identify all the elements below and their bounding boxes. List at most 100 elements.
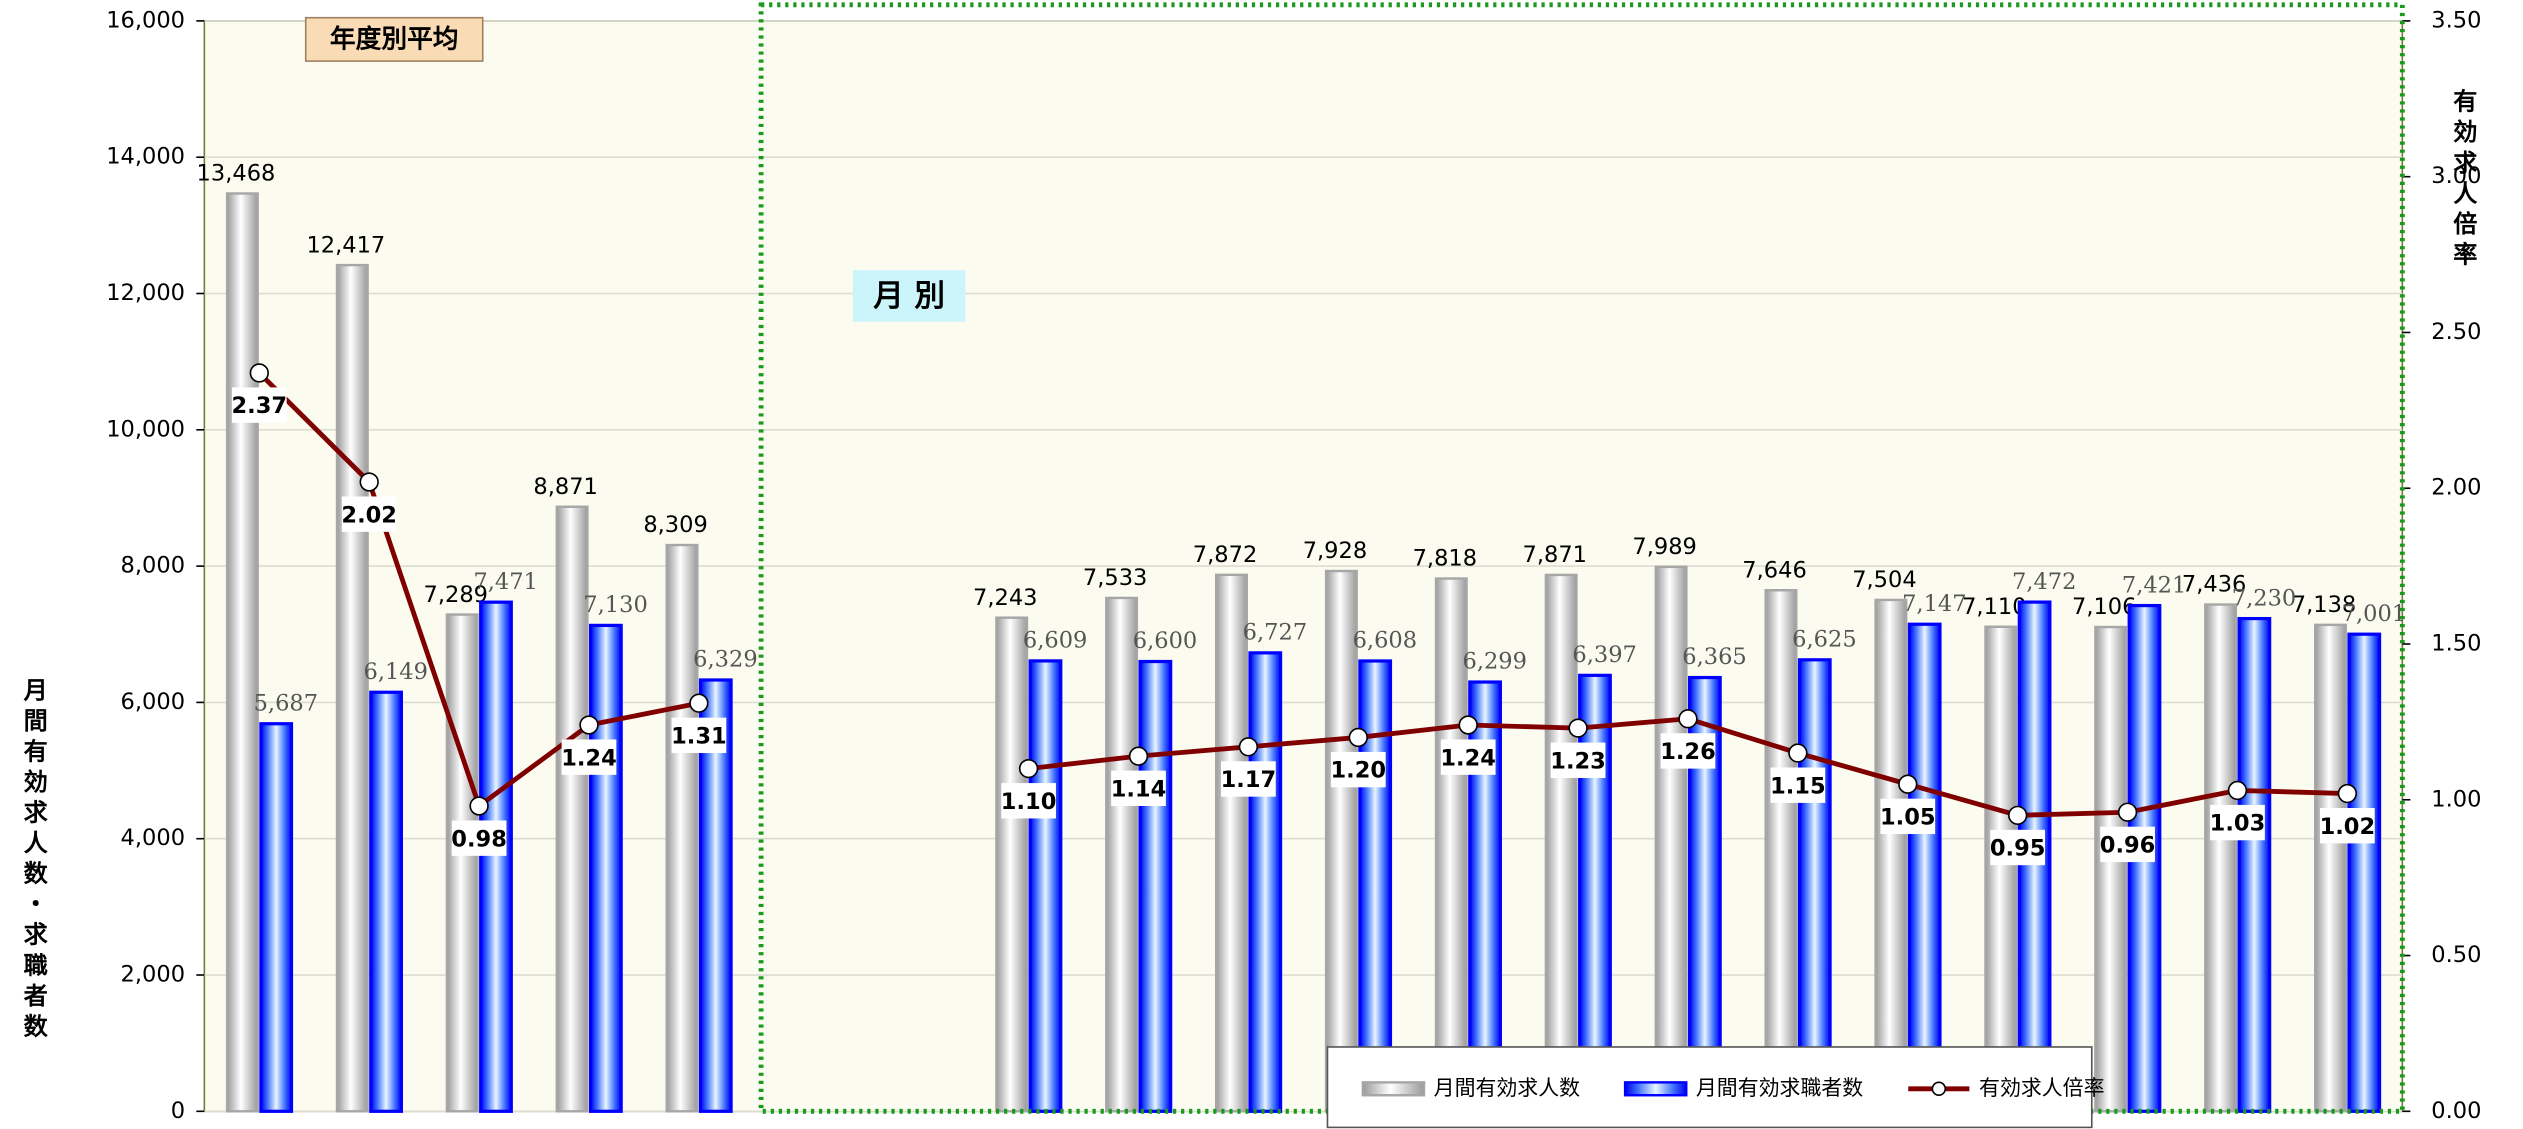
value-label: 8,871 bbox=[533, 474, 597, 500]
value-label: 1.15 bbox=[1770, 773, 1826, 799]
bar bbox=[1324, 569, 1358, 1113]
legend: 月間有効求人数 月間有効求職者数 有効求人倍率 bbox=[1326, 1046, 2105, 1129]
value-label: 7,289 bbox=[424, 582, 488, 608]
value-label-box bbox=[671, 717, 727, 754]
value-label: 1.10 bbox=[1001, 789, 1057, 815]
bar bbox=[369, 690, 403, 1113]
value-label: 6,397 bbox=[1572, 642, 1636, 668]
value-label-box bbox=[341, 496, 397, 532]
y2-tick-label: 2.00 bbox=[2431, 475, 2481, 501]
annotation: 年度別平均 bbox=[330, 24, 459, 55]
value-label: 1.31 bbox=[671, 723, 727, 749]
value-label-box bbox=[1111, 770, 1166, 807]
bar bbox=[1248, 651, 1283, 1113]
month-region bbox=[758, 2, 2405, 1114]
value-label: 1.05 bbox=[1880, 804, 1936, 830]
value-label-box bbox=[451, 820, 507, 856]
bar bbox=[2313, 623, 2347, 1113]
value-label: 6,365 bbox=[1682, 644, 1746, 670]
bar bbox=[1984, 625, 2018, 1113]
bar bbox=[1105, 596, 1139, 1113]
annotation-box bbox=[852, 270, 966, 322]
bar bbox=[335, 263, 369, 1113]
value-label: 1.24 bbox=[561, 745, 617, 771]
value-label: 7,106 bbox=[2072, 594, 2136, 620]
y-tick-label: 12,000 bbox=[106, 280, 185, 306]
value-label: 5,687 bbox=[254, 690, 318, 716]
value-label: 7,243 bbox=[973, 585, 1037, 611]
value-label: 0.98 bbox=[451, 826, 507, 852]
value-label-box bbox=[1770, 767, 1826, 803]
value-label: 6,600 bbox=[1133, 628, 1197, 654]
value-label: 1.24 bbox=[1440, 745, 1496, 771]
y2-tick-label: 2.50 bbox=[2431, 319, 2481, 345]
bar bbox=[2237, 616, 2272, 1113]
value-label: 7,504 bbox=[1852, 567, 1916, 593]
line-point bbox=[359, 472, 379, 492]
y-tick-label: 16,000 bbox=[106, 7, 185, 33]
value-label: 7,989 bbox=[1632, 534, 1696, 560]
y2-tick-label: 0.00 bbox=[2431, 1098, 2481, 1124]
value-label: 1.23 bbox=[1550, 748, 1606, 774]
legend-label: 有効求人倍率 bbox=[1979, 1076, 2104, 1100]
value-label: 1.02 bbox=[2320, 814, 2376, 840]
value-label: 1.17 bbox=[1221, 767, 1277, 793]
line-point bbox=[2337, 783, 2358, 804]
bar bbox=[1138, 659, 1173, 1113]
value-label: 6,149 bbox=[364, 659, 428, 685]
value-label: 2.02 bbox=[341, 502, 397, 528]
value-label-box bbox=[1001, 783, 1056, 819]
value-label: 1.20 bbox=[1330, 758, 1386, 784]
line-point bbox=[1678, 709, 1698, 729]
bar bbox=[588, 623, 623, 1113]
value-label: 6,609 bbox=[1023, 628, 1087, 654]
value-label-box bbox=[1880, 798, 1936, 835]
y-tick-label: 0 bbox=[171, 1098, 185, 1124]
line-point bbox=[1018, 758, 1039, 779]
line-point bbox=[2227, 780, 2248, 801]
value-label: 2.37 bbox=[232, 393, 288, 419]
legend-swatch bbox=[1931, 1081, 1947, 1097]
y2-tick-label: 0.50 bbox=[2431, 942, 2481, 968]
value-label-box bbox=[231, 387, 287, 423]
value-label: 7,928 bbox=[1303, 538, 1367, 564]
line-point bbox=[2117, 802, 2138, 822]
bar bbox=[665, 543, 699, 1113]
legend-swatch bbox=[1623, 1081, 1688, 1097]
line-point bbox=[1898, 774, 1918, 794]
value-label: 7,001 bbox=[2342, 601, 2406, 627]
line-point bbox=[1348, 727, 1368, 748]
bar bbox=[225, 192, 259, 1113]
value-label-box bbox=[1550, 742, 1606, 778]
value-label: 7,818 bbox=[1413, 546, 1477, 572]
value-label: 7,230 bbox=[2232, 585, 2296, 611]
value-label: 7,436 bbox=[2182, 572, 2246, 598]
line-point bbox=[689, 693, 709, 713]
value-label-box bbox=[1330, 751, 1386, 788]
bar bbox=[1797, 658, 1832, 1113]
value-label: 1.14 bbox=[1111, 776, 1167, 802]
value-label: 7,472 bbox=[2012, 569, 2076, 595]
bar bbox=[555, 505, 589, 1113]
bar bbox=[445, 613, 479, 1113]
annotation: 月 別 bbox=[873, 279, 945, 314]
value-label: 7,871 bbox=[1523, 542, 1587, 568]
value-label: 7,138 bbox=[2292, 592, 2356, 618]
bar bbox=[1214, 573, 1248, 1113]
value-label-box bbox=[1660, 733, 1716, 769]
y2-tick-label: 3.50 bbox=[2431, 7, 2481, 33]
y-tick-label: 10,000 bbox=[106, 416, 185, 442]
bar bbox=[2347, 632, 2382, 1113]
bar bbox=[1434, 577, 1468, 1113]
bar bbox=[259, 722, 294, 1113]
value-label: 7,533 bbox=[1083, 565, 1147, 591]
line-point bbox=[2008, 805, 2028, 825]
bar bbox=[1028, 659, 1063, 1113]
value-label-box bbox=[2210, 804, 2265, 841]
value-label: 13,468 bbox=[197, 161, 276, 187]
value-label: 6,727 bbox=[1243, 620, 1307, 646]
annotation-box bbox=[304, 16, 484, 62]
bar bbox=[479, 600, 513, 1113]
value-label-box bbox=[1990, 829, 2046, 866]
